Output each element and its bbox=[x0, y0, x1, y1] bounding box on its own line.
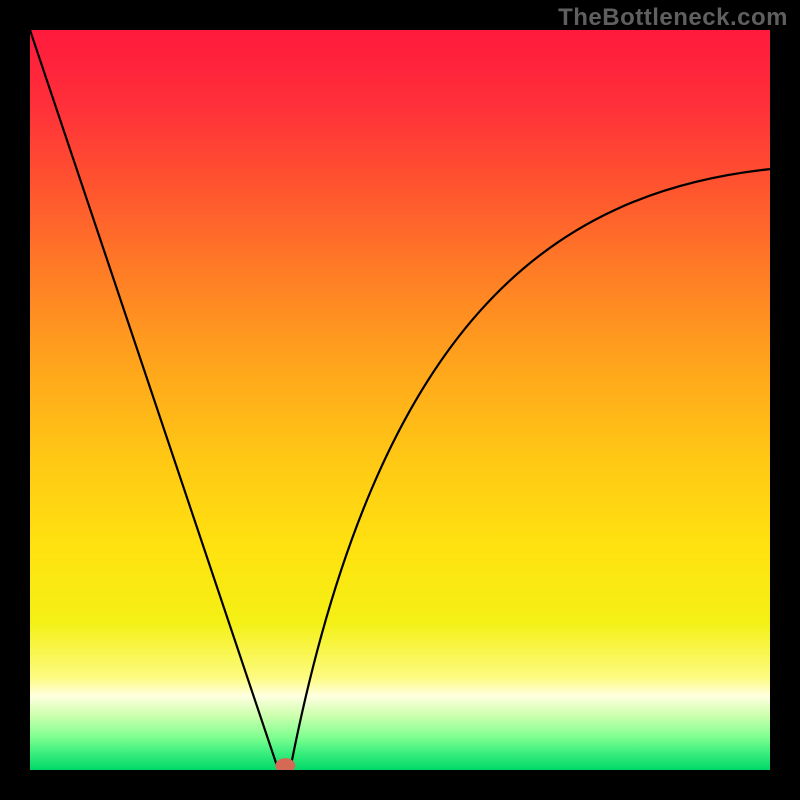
chart-container: TheBottleneck.com bbox=[0, 0, 800, 800]
watermark-label: TheBottleneck.com bbox=[558, 4, 788, 32]
plot-area bbox=[30, 30, 770, 770]
gradient-background bbox=[30, 30, 770, 770]
chart-svg bbox=[30, 30, 770, 770]
